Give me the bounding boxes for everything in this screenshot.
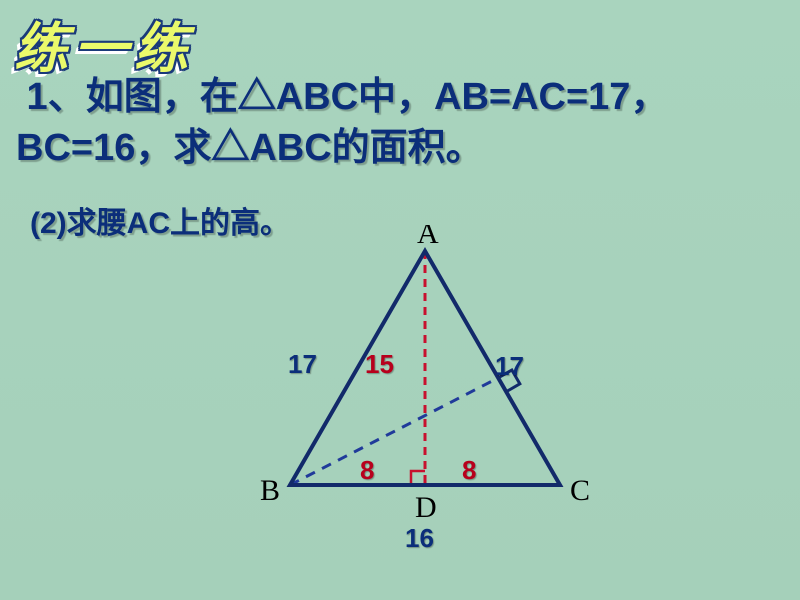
altitude-value: 15 xyxy=(365,349,394,379)
problem-line-1: 1、如图，在△ABC中，AB=AC=17， xyxy=(16,76,668,118)
bd-value: 8 xyxy=(360,455,374,485)
label-d: D xyxy=(415,491,437,524)
label-a: A xyxy=(417,225,439,250)
problem-text: 1、如图，在△ABC中，AB=AC=17， BC=16，求△ABC的面积。 xyxy=(16,72,790,175)
triangle-diagram: A B C D 17 15 17 8 8 16 xyxy=(210,225,650,585)
right-angle-d xyxy=(411,471,425,485)
side-ac-value: 17 xyxy=(495,351,524,381)
problem-line-2: BC=16，求△ABC的面积。 xyxy=(16,127,484,169)
dc-value: 8 xyxy=(462,455,476,485)
label-b: B xyxy=(260,474,280,507)
bc-value: 16 xyxy=(405,523,434,553)
side-ab-value: 17 xyxy=(288,349,317,379)
label-c: C xyxy=(570,474,590,507)
